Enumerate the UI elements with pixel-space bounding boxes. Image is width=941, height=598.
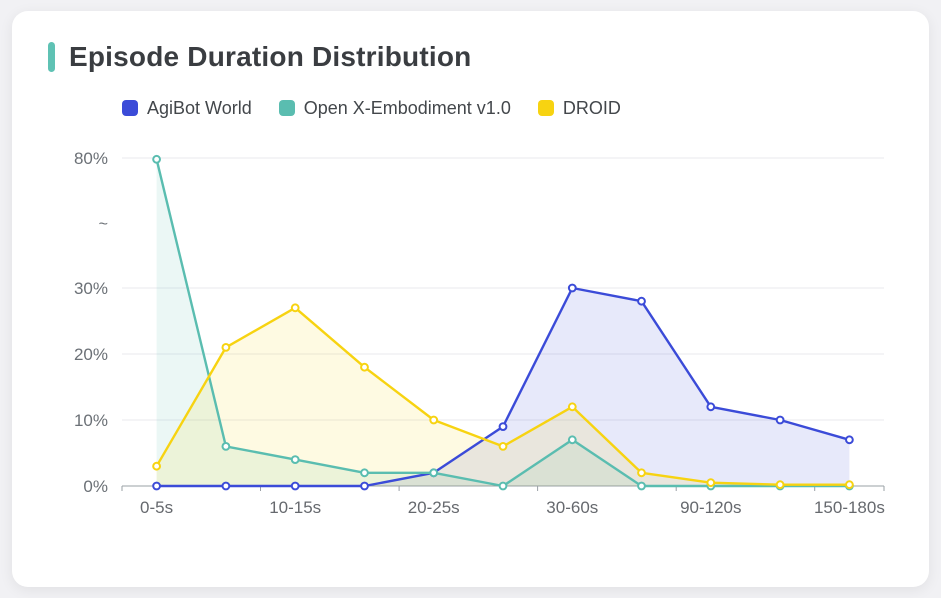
legend-swatch-droid: [537, 100, 554, 116]
data-point-agibot-world-25-30s[interactable]: [498, 422, 508, 432]
data-point-agibot-world-15-20s[interactable]: [360, 481, 369, 491]
title-accent-bar: [48, 42, 55, 72]
data-point-open-x-embodiment-v1-0-15-20s[interactable]: [360, 468, 369, 478]
legend-label-droid: DROID: [562, 97, 621, 118]
episode-duration-chart: 0% 10% 20% 30% ~80% 0-5s 10-15s 20-25s 30-60s 90-…: [74, 149, 885, 517]
data-point-agibot-world-0-5s[interactable]: [152, 481, 161, 491]
title-row: Episode Duration Distribution: [48, 39, 911, 75]
legend-swatch-open-x-embodiment-v1-0: [278, 100, 295, 116]
data-point-agibot-world-60-90s[interactable]: [637, 296, 646, 306]
x-axis-label-30-60s: 30-60s: [546, 498, 598, 517]
data-point-droid-20-25s[interactable]: [429, 415, 439, 425]
data-point-droid-60-90s[interactable]: [637, 468, 646, 478]
data-point-droid-120-150s[interactable]: [775, 480, 785, 490]
y-axis-label-0: 0%: [83, 477, 108, 496]
data-point-droid-25-30s[interactable]: [498, 442, 508, 451]
series-area-agibot-world: [156, 288, 850, 486]
chart-card: Episode Duration Distribution AgiBot Wor…: [12, 11, 929, 587]
y-axis-break-symbol: ~: [99, 216, 108, 233]
x-axis-label-10-15s: 10-15s: [269, 498, 321, 517]
data-point-open-x-embodiment-v1-0-30-60s[interactable]: [567, 435, 577, 445]
legend-swatch-agibot-world: [122, 100, 138, 116]
legend-item-droid[interactable]: DROID: [537, 97, 621, 119]
legend-label-agibot-world: AgiBot World: [147, 97, 252, 118]
data-point-droid-90-120s[interactable]: [706, 478, 716, 488]
legend-label-open-x-embodiment-v1-0: Open X-Embodiment v1.0: [303, 97, 511, 118]
x-axis-label-20-25s: 20-25s: [408, 498, 460, 517]
data-point-open-x-embodiment-v1-0-5-10s[interactable]: [221, 442, 231, 451]
series-area-droid: [156, 307, 850, 486]
data-point-droid-10-15s[interactable]: [290, 303, 300, 313]
data-point-droid-150-180s[interactable]: [845, 480, 854, 490]
data-point-agibot-world-10-15s[interactable]: [290, 481, 300, 491]
x-axis-label-90-120s: 90-120s: [680, 498, 741, 517]
data-point-droid-0-5s[interactable]: [152, 461, 161, 471]
x-axis-label-0-5s: 0-5s: [140, 498, 173, 517]
data-point-open-x-embodiment-v1-0-0-5s[interactable]: [152, 154, 161, 164]
chart-legend: AgiBot World Open X-Embodiment v1.0 DROID: [122, 95, 911, 121]
data-point-agibot-world-30-60s[interactable]: [567, 283, 577, 293]
data-point-agibot-world-5-10s[interactable]: [221, 481, 231, 491]
series-area-open-x-embodiment-v1-0: [156, 159, 850, 487]
y-axis-label-80: 80%: [74, 149, 108, 168]
data-point-agibot-world-90-120s[interactable]: [706, 402, 716, 412]
y-axis-label-30: 30%: [74, 279, 108, 298]
data-point-open-x-embodiment-v1-0-20-25s[interactable]: [429, 468, 439, 478]
data-point-droid-15-20s[interactable]: [360, 362, 369, 372]
data-point-open-x-embodiment-v1-0-10-15s[interactable]: [290, 455, 300, 465]
y-axis-label-10: 10%: [74, 411, 108, 430]
data-point-open-x-embodiment-v1-0-25-30s[interactable]: [498, 481, 508, 491]
chart-title: Episode Duration Distribution: [69, 41, 472, 72]
data-point-open-x-embodiment-v1-0-60-90s[interactable]: [637, 481, 646, 491]
y-axis-label-20: 20%: [74, 345, 108, 364]
data-point-agibot-world-120-150s[interactable]: [775, 415, 785, 425]
legend-item-open-x-embodiment-v1-0[interactable]: Open X-Embodiment v1.0: [278, 97, 511, 119]
legend-item-agibot-world[interactable]: AgiBot World: [122, 98, 252, 119]
data-point-droid-5-10s[interactable]: [221, 343, 231, 352]
data-point-droid-30-60s[interactable]: [567, 402, 577, 412]
x-axis-label-150-180s: 150-180s: [814, 498, 885, 517]
data-point-agibot-world-150-180s[interactable]: [845, 435, 854, 445]
